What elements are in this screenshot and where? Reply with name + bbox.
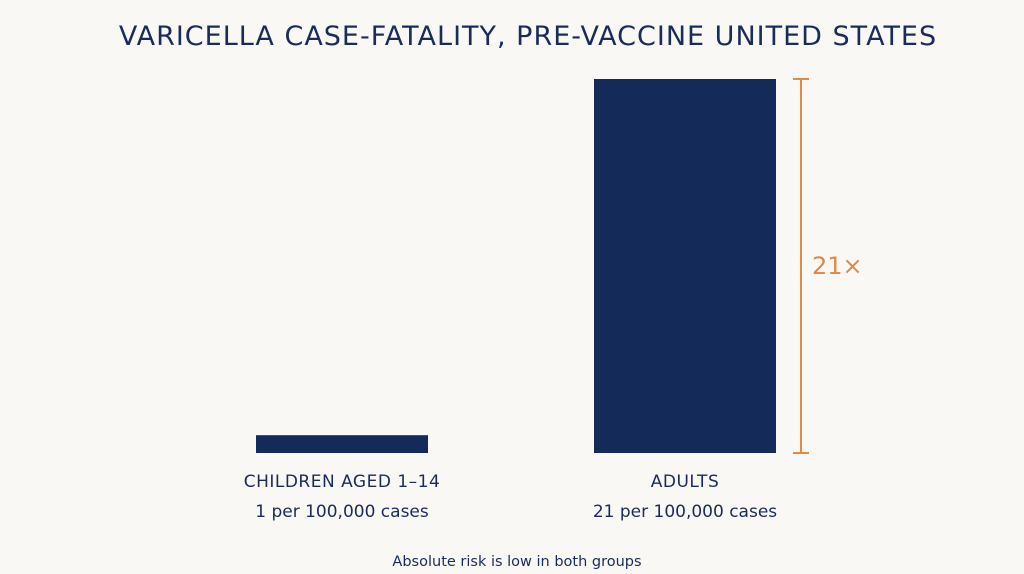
- ratio-label: 21×: [812, 252, 863, 280]
- category-labels: CHILDREN AGED 1–14 1 per 100,000 cases ADU…: [244, 472, 778, 522]
- value-label: 1 per 100,000 cases: [255, 502, 429, 522]
- bar-children: [256, 435, 428, 453]
- category-label: ADULTS: [651, 472, 719, 492]
- value-label: 21 per 100,000 cases: [593, 502, 777, 522]
- chart-title: VARICELLA CASE-FATALITY, PRE-VACCINE UNI…: [119, 21, 937, 52]
- bars-layer: [256, 79, 776, 453]
- bar-adults: [594, 79, 776, 453]
- footnote: Absolute risk is low in both groups: [392, 554, 641, 570]
- category-label: CHILDREN AGED 1–14: [244, 472, 441, 492]
- ratio-annotation: 21×: [793, 78, 863, 454]
